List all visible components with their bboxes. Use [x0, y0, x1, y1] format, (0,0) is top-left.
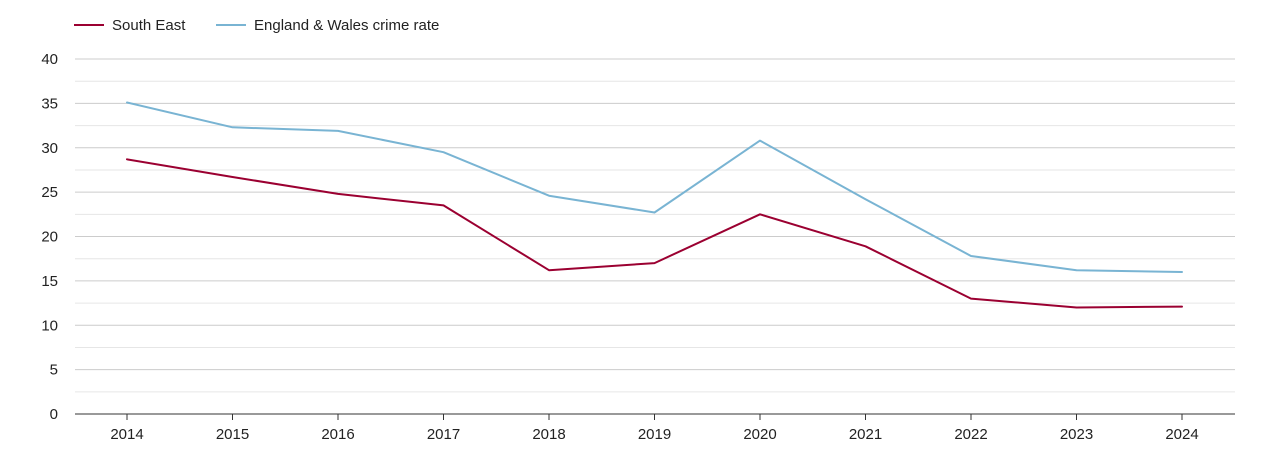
- x-tick-label: 2021: [849, 426, 882, 443]
- x-tick-label: 2016: [321, 426, 354, 443]
- y-tick-label: 30: [41, 140, 58, 157]
- y-tick-label: 10: [41, 317, 58, 334]
- series-lines: [126, 101, 1183, 309]
- x-tick-label: 2023: [1060, 426, 1093, 443]
- legend: South East England & Wales crime rate: [74, 17, 439, 34]
- y-tick-label: 20: [41, 229, 58, 246]
- x-tick-label: 2017: [427, 426, 460, 443]
- x-tick-label: 2024: [1165, 426, 1198, 443]
- gridlines: [75, 58, 1235, 393]
- series-line-england-wales-crime-rate: [126, 101, 1183, 273]
- axes: 0 5 10 15 20 25 30 35 40 2014 2015 2016 2017 2018 2019…: [41, 51, 1235, 443]
- x-tick-label: 2018: [532, 426, 565, 443]
- legend-label-south-east: South East: [112, 17, 186, 34]
- y-tick-label: 5: [50, 362, 58, 379]
- y-tick-label: 35: [41, 95, 58, 112]
- x-tick-label: 2014: [110, 426, 143, 443]
- series-line-south-east: [126, 158, 1183, 309]
- x-tick-label: 2015: [216, 426, 249, 443]
- y-tick-label: 25: [41, 184, 58, 201]
- x-tick-label: 2020: [743, 426, 776, 443]
- x-tick-label: 2022: [954, 426, 987, 443]
- y-tick-label: 0: [50, 406, 58, 423]
- y-tick-label: 40: [41, 51, 58, 68]
- y-tick-label: 15: [41, 273, 58, 290]
- legend-label-england-wales: England & Wales crime rate: [254, 17, 439, 34]
- x-tick-label: 2019: [638, 426, 671, 443]
